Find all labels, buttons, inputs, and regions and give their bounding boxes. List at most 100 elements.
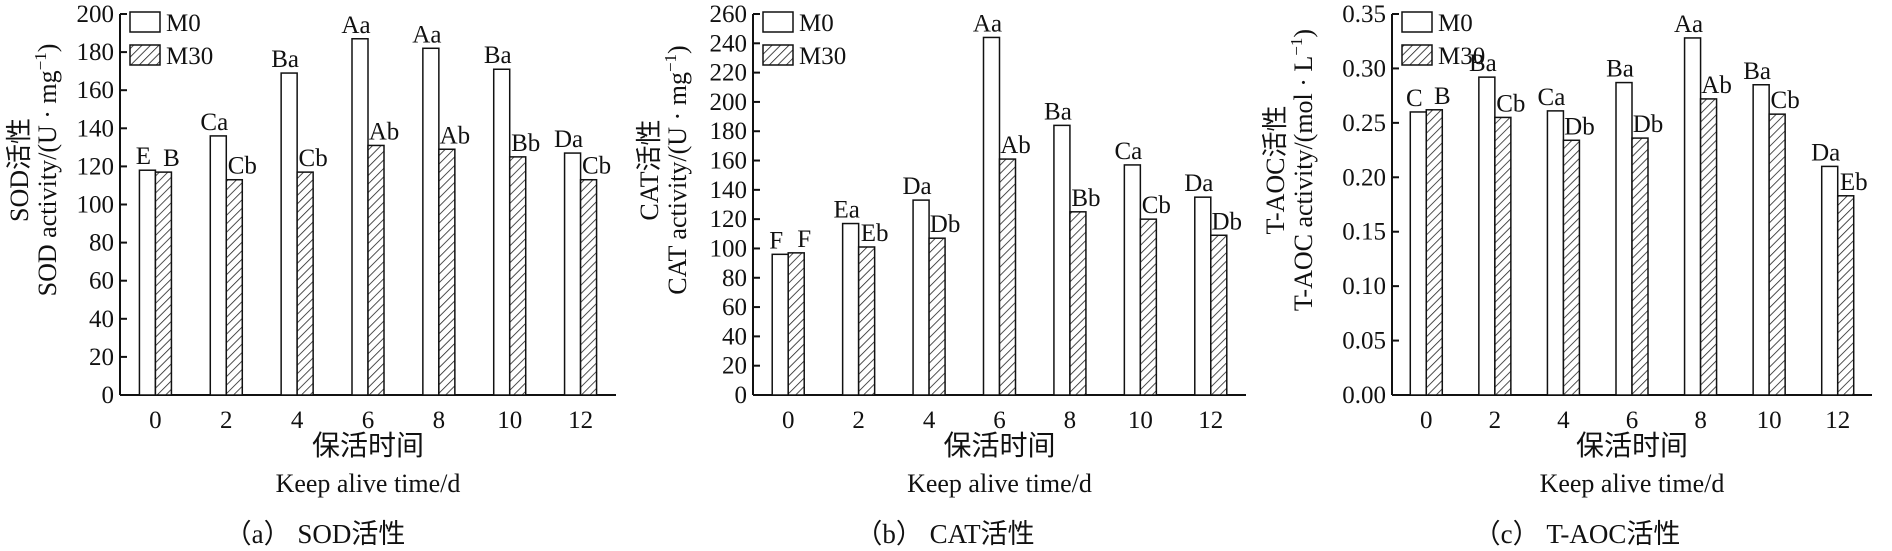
x-tick-label: 0: [149, 407, 162, 434]
bar-label-m30: B: [163, 145, 180, 172]
bar-label-m30: Cb: [228, 153, 257, 180]
bar-m30: [225, 178, 244, 396]
x-tick-label: 12: [1198, 407, 1223, 434]
bar-label-m30: Db: [1564, 113, 1595, 140]
bar-label-m30: B: [1434, 83, 1451, 110]
y-axis-title-en: T-AOC activity/(mol · L−1): [1287, 29, 1318, 311]
bar-m30: [787, 252, 805, 396]
y-axis-title-cn: CAT活性: [635, 119, 664, 220]
y-axis-title-en-sup: −1: [31, 52, 50, 70]
bar-label-m30: Eb: [861, 220, 889, 247]
y-axis-title-en-tail: ): [1289, 29, 1318, 38]
y-axis-title-en: CAT activity/(U · mg−1): [661, 45, 692, 294]
x-axis-title-cn: 保活时间: [1576, 430, 1688, 462]
bar-label-m0: Da: [902, 173, 931, 200]
x-axis-title-cn: 保活时间: [312, 430, 424, 462]
y-tick-label: 60: [89, 268, 114, 295]
panel-taoc: 0.00 0.05 0.10 0.15 0.20 0.25 0.30 0.35 0 C B 2 Ba Cb…: [1262, 0, 1892, 549]
y-axis-title-en-sup: −1: [1287, 38, 1306, 56]
y-tick-label: 140: [77, 115, 115, 142]
bar-label-m30: Ab: [440, 122, 471, 149]
x-tick-label: 0: [1420, 407, 1433, 434]
bar-label-m30: Cb: [1771, 87, 1800, 114]
bar-label-m0: Aa: [973, 10, 1002, 37]
x-tick-label: 12: [568, 407, 593, 434]
x-axis-title-en: Keep alive time/d: [276, 469, 461, 498]
y-tick-label: 80: [89, 230, 114, 257]
y-tick-label: 180: [77, 39, 115, 66]
bar-label-m0: Da: [554, 126, 583, 153]
legend-swatch-m0: [762, 11, 794, 33]
legend-swatch-m0: [1401, 11, 1433, 33]
bar-label-m0: C: [1406, 85, 1423, 112]
y-tick-label: 0.15: [1342, 219, 1386, 246]
x-axis-title-en: Keep alive time/d: [1540, 469, 1725, 498]
y-tick-label: 0.00: [1342, 382, 1386, 409]
bar-m0: [1194, 196, 1212, 396]
bar-label-m30: Cb: [582, 153, 611, 180]
y-axis-title-en-main: T-AOC activity/(mol · L: [1289, 56, 1318, 311]
bar-label-m0: Ca: [200, 109, 228, 136]
bar-m30: [508, 156, 527, 396]
y-tick-label: 40: [89, 306, 114, 333]
legend-swatch-m30: [1401, 44, 1433, 66]
bar-label-m30: Db: [1212, 208, 1243, 235]
bar-label-m30: Cb: [1142, 192, 1171, 219]
y-tick-label: 180: [710, 118, 748, 145]
bar-label-m30: Bb: [1071, 185, 1100, 212]
bar-m0: [1409, 111, 1428, 396]
legend-swatch-m30: [762, 44, 794, 66]
y-axis-title-en-sup: −1: [661, 54, 680, 72]
y-tick-label: 0.35: [1342, 1, 1386, 28]
bar-m30: [579, 178, 598, 396]
bar-m30: [367, 144, 385, 396]
legend-swatch-m0: [129, 11, 161, 33]
x-tick-label: 6: [993, 407, 1006, 434]
y-tick-label: 100: [77, 192, 115, 219]
bar-m30: [1699, 98, 1718, 396]
bar-label-m0: Ba: [1469, 50, 1497, 77]
y-tick-label: 0.25: [1342, 110, 1386, 137]
y-tick-label: 140: [710, 177, 748, 204]
legend-label-m30: M30: [166, 43, 213, 70]
legend-label-m0: M0: [799, 10, 834, 37]
bar-label-m0: Ba: [1606, 56, 1634, 83]
bar-label-m0: Ba: [1044, 98, 1072, 125]
bar-m30: [1836, 195, 1855, 396]
bar-label-m0: Da: [1811, 139, 1840, 166]
bar-m0: [1123, 164, 1142, 396]
y-tick-label: 40: [722, 323, 747, 350]
x-tick-label: 8: [1064, 407, 1077, 434]
y-tick-label: 60: [722, 294, 747, 321]
y-tick-label: 0.20: [1342, 164, 1386, 191]
bar-label-m30: Cb: [1496, 90, 1525, 117]
y-tick-label: 80: [722, 265, 747, 292]
y-tick-label: 240: [710, 30, 748, 57]
legend-label-m30: M30: [1438, 43, 1485, 70]
bar-label-m30: Ab: [1701, 72, 1732, 99]
panel-sod: 0 20 40 60 80 100 120 140 160 180 200 0 E B 2 Ca Cb 4 Ba Cb…: [0, 0, 630, 549]
x-tick-label: 4: [923, 407, 936, 434]
cat-caption: （b） CAT活性: [855, 519, 1035, 549]
x-tick-label: 8: [1694, 407, 1707, 434]
bar-label-m0: Ba: [271, 46, 299, 73]
bar-label-m0: Da: [1184, 170, 1213, 197]
x-axis-title-en: Keep alive time/d: [907, 469, 1092, 498]
bar-label-m30: Ab: [1000, 132, 1031, 159]
bar-label-m0: Ea: [833, 197, 859, 224]
bar-m0: [1053, 124, 1071, 396]
y-tick-label: 0.05: [1342, 328, 1386, 355]
y-axis-title-en: SOD activity/(U · mg−1): [31, 44, 62, 297]
bar-m0: [1752, 84, 1770, 396]
legend-label-m0: M0: [1438, 10, 1473, 37]
bar-m30: [1562, 139, 1581, 396]
bar-m0: [209, 135, 228, 396]
bar-m30: [928, 237, 946, 396]
bar-label-m0: Aa: [1674, 11, 1703, 38]
y-tick-label: 120: [77, 153, 115, 180]
bar-m0: [1820, 165, 1839, 396]
panel-cat: 0 20 40 60 80 100 120 140 160 180 200 220 240 260 0 F F 2…: [630, 0, 1260, 549]
bar-label-m30: Eb: [1840, 169, 1868, 196]
